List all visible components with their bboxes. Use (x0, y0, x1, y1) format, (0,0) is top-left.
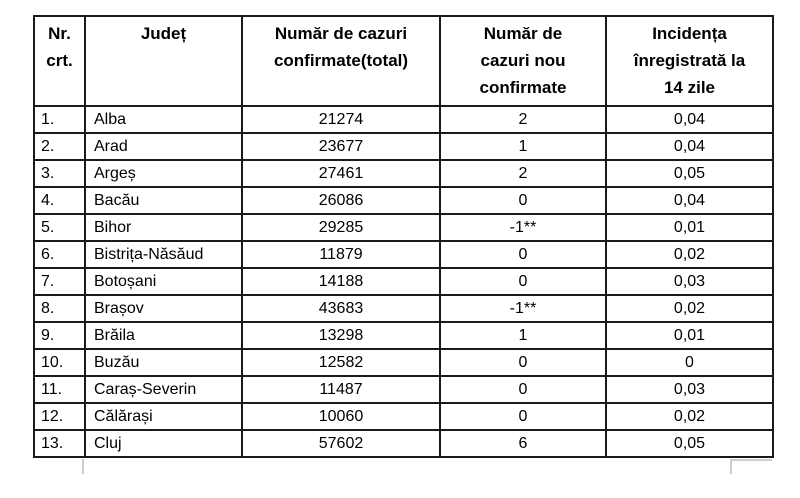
cell-nr: 5. (33, 213, 86, 242)
table-header: Nr. crt. Județ Număr de cazuri confirmat… (33, 15, 774, 107)
header-total: Număr de cazuri confirmate(total) (241, 15, 441, 107)
cell-nr: 1. (33, 105, 86, 134)
cell-incidence-14d: 0,04 (605, 132, 774, 161)
cell-new-cases: -1** (439, 294, 607, 323)
cell-incidence-14d: 0,04 (605, 186, 774, 215)
cell-nr: 10. (33, 348, 86, 377)
cell-judet: Călărași (84, 402, 243, 431)
cell-new-cases: 1 (439, 321, 607, 350)
cell-total-cases: 14188 (241, 267, 441, 296)
header-row: Nr. crt. Județ Număr de cazuri confirmat… (33, 15, 774, 107)
cell-judet: Bihor (84, 213, 243, 242)
header-nou: Număr de cazuri nou confirmate (439, 15, 607, 107)
cell-incidence-14d: 0,01 (605, 213, 774, 242)
cell-new-cases: 2 (439, 105, 607, 134)
cell-new-cases: -1** (439, 213, 607, 242)
cell-nr: 9. (33, 321, 86, 350)
table-body: 1. Alba 21274 2 0,04 2. Arad 23677 1 0,04 3. Argeș 2… (33, 105, 774, 458)
cell-new-cases: 0 (439, 348, 607, 377)
cell-nr: 13. (33, 429, 86, 458)
cell-total-cases: 10060 (241, 402, 441, 431)
cell-new-cases: 6 (439, 429, 607, 458)
cell-total-cases: 12582 (241, 348, 441, 377)
cropped-next-row-border-left (82, 459, 84, 474)
cell-incidence-14d: 0,03 (605, 375, 774, 404)
cell-total-cases: 57602 (241, 429, 441, 458)
cell-nr: 4. (33, 186, 86, 215)
table-row: 10. Buzău 12582 0 0 (33, 348, 774, 377)
cell-new-cases: 0 (439, 267, 607, 296)
cell-judet: Alba (84, 105, 243, 134)
table-row: 8. Brașov 43683 -1** 0,02 (33, 294, 774, 323)
cell-judet: Bacău (84, 186, 243, 215)
table-row: 7. Botoșani 14188 0 0,03 (33, 267, 774, 296)
cell-judet: Brăila (84, 321, 243, 350)
cell-total-cases: 27461 (241, 159, 441, 188)
table-row: 13. Cluj 57602 6 0,05 (33, 429, 774, 458)
table-row: 4. Bacău 26086 0 0,04 (33, 186, 774, 215)
cell-total-cases: 29285 (241, 213, 441, 242)
table-row: 12. Călărași 10060 0 0,02 (33, 402, 774, 431)
cell-new-cases: 0 (439, 240, 607, 269)
header-nr-crt: Nr. crt. (33, 15, 86, 107)
cell-total-cases: 11487 (241, 375, 441, 404)
cell-nr: 7. (33, 267, 86, 296)
cell-total-cases: 13298 (241, 321, 441, 350)
cell-incidence-14d: 0,03 (605, 267, 774, 296)
cell-incidence-14d: 0,04 (605, 105, 774, 134)
header-judet: Județ (84, 15, 243, 107)
cell-total-cases: 11879 (241, 240, 441, 269)
cell-total-cases: 43683 (241, 294, 441, 323)
cell-incidence-14d: 0 (605, 348, 774, 377)
cell-judet: Botoșani (84, 267, 243, 296)
table-row: 1. Alba 21274 2 0,04 (33, 105, 774, 134)
table-row: 6. Bistrița-Năsăud 11879 0 0,02 (33, 240, 774, 269)
cell-judet: Brașov (84, 294, 243, 323)
cell-incidence-14d: 0,05 (605, 429, 774, 458)
table-row: 3. Argeș 27461 2 0,05 (33, 159, 774, 188)
cell-total-cases: 26086 (241, 186, 441, 215)
table-row: 11. Caraș-Severin 11487 0 0,03 (33, 375, 774, 404)
cell-nr: 6. (33, 240, 86, 269)
cell-judet: Arad (84, 132, 243, 161)
cell-new-cases: 0 (439, 402, 607, 431)
table-row: 9. Brăila 13298 1 0,01 (33, 321, 774, 350)
cell-nr: 8. (33, 294, 86, 323)
cell-new-cases: 0 (439, 375, 607, 404)
cell-incidence-14d: 0,01 (605, 321, 774, 350)
cell-incidence-14d: 0,02 (605, 402, 774, 431)
cell-new-cases: 1 (439, 132, 607, 161)
cell-nr: 2. (33, 132, 86, 161)
cell-new-cases: 2 (439, 159, 607, 188)
cell-total-cases: 23677 (241, 132, 441, 161)
cell-nr: 11. (33, 375, 86, 404)
covid-county-incidence-table: Nr. crt. Județ Număr de cazuri confirmat… (33, 15, 774, 458)
cell-judet: Cluj (84, 429, 243, 458)
cell-total-cases: 21274 (241, 105, 441, 134)
cell-new-cases: 0 (439, 186, 607, 215)
cell-incidence-14d: 0,05 (605, 159, 774, 188)
cell-nr: 12. (33, 402, 86, 431)
cell-judet: Buzău (84, 348, 243, 377)
table-row: 5. Bihor 29285 -1** 0,01 (33, 213, 774, 242)
cropped-next-row-border-right-horiz (730, 459, 772, 461)
cell-judet: Caraș-Severin (84, 375, 243, 404)
cell-incidence-14d: 0,02 (605, 294, 774, 323)
cell-nr: 3. (33, 159, 86, 188)
cell-judet: Bistrița-Năsăud (84, 240, 243, 269)
table-row: 2. Arad 23677 1 0,04 (33, 132, 774, 161)
cropped-next-row-border-right-vert (730, 459, 732, 474)
cell-judet: Argeș (84, 159, 243, 188)
cell-incidence-14d: 0,02 (605, 240, 774, 269)
header-incidenta: Incidența înregistrată la 14 zile (605, 15, 774, 107)
